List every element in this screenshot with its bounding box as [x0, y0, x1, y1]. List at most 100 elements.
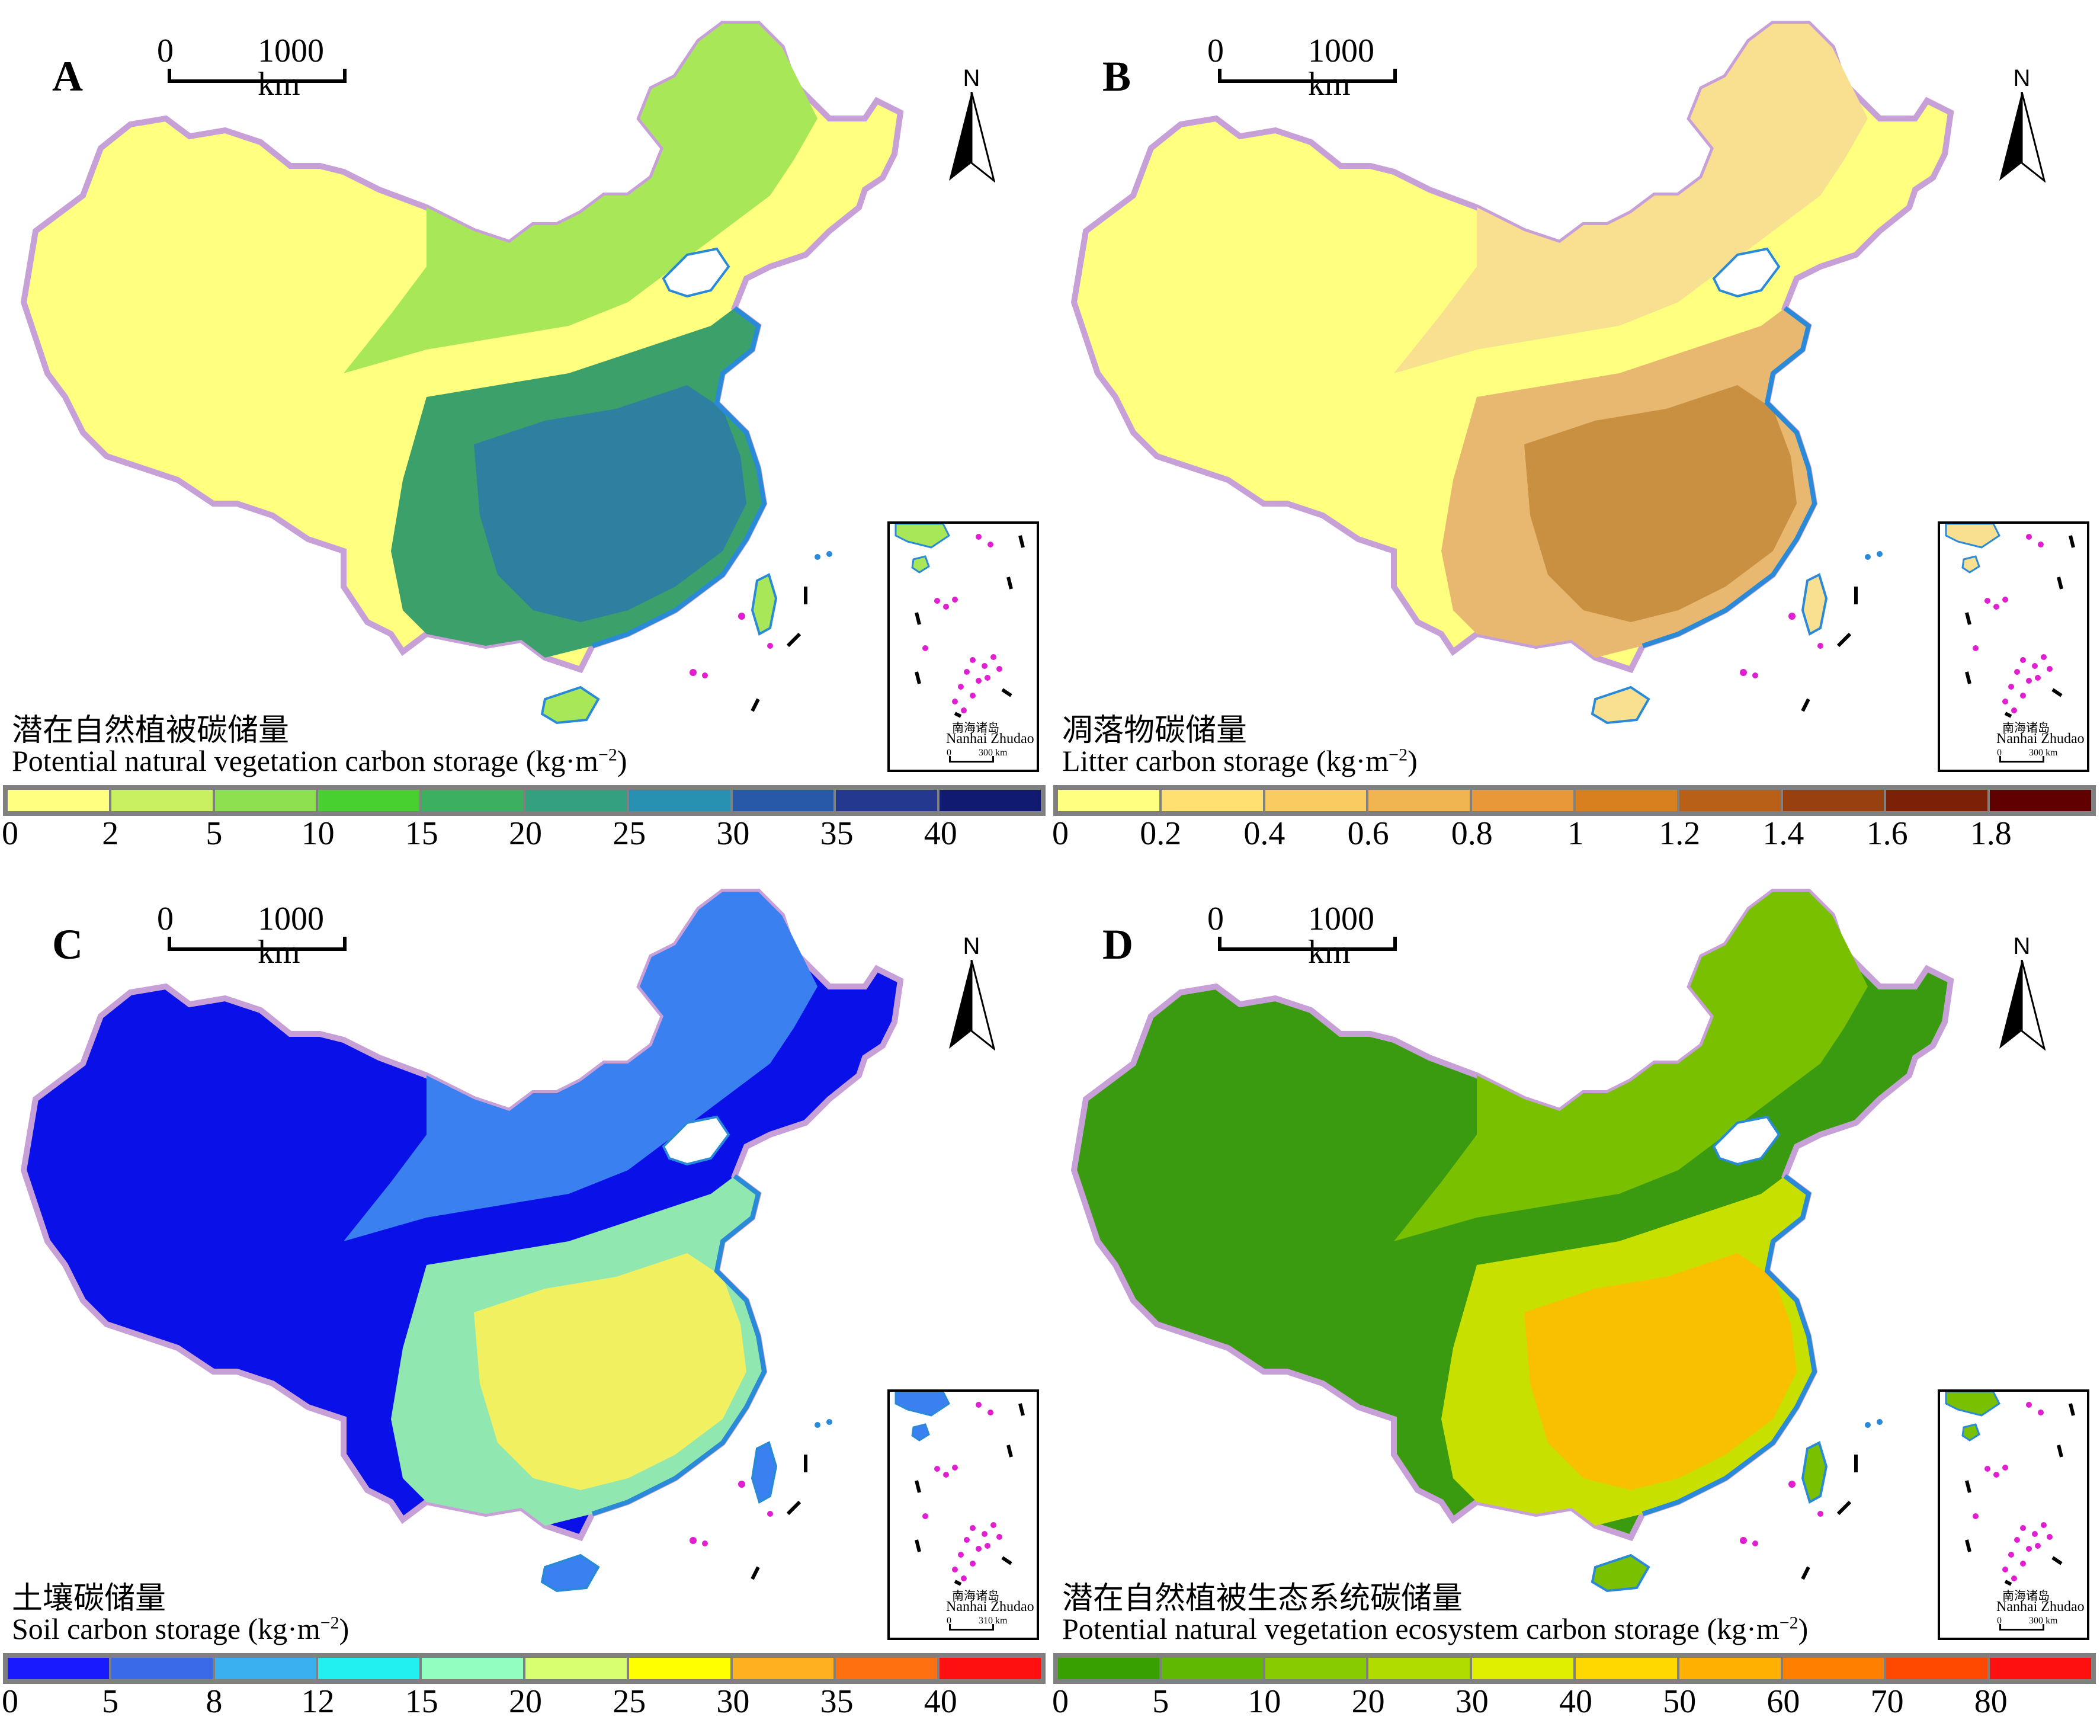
inset-islands	[894, 1392, 1025, 1586]
inset-scale-bar	[949, 756, 994, 763]
scale-bar: 0 1000 km	[157, 902, 352, 973]
legend-tick-label: 20	[509, 815, 542, 852]
diaoyu-islands	[1788, 1481, 1796, 1488]
nanhai-inset-map: 南海诸岛 Nanhai Zhudao 0 300 km	[1938, 1389, 2089, 1640]
inset-scale-label: 300 km	[979, 748, 1008, 758]
legend-swatch	[1575, 1658, 1677, 1679]
north-arrow-label: N	[963, 933, 980, 959]
legend-swatch	[836, 790, 938, 811]
legend-swatch	[1161, 1658, 1263, 1679]
legend-tick-label: 15	[405, 815, 438, 852]
legend-swatch	[1679, 790, 1781, 811]
map-panel-b: B 0 1000 km	[1050, 0, 2100, 868]
nanhai-inset-map: 南海诸岛 Nanhai Zhudao 0 310 km	[887, 1389, 1039, 1640]
legend-swatch	[1886, 1658, 1988, 1679]
legend-swatch	[1368, 1658, 1470, 1679]
caption-english: Potential natural vegetation ecosystem c…	[1062, 1612, 1808, 1646]
legend-tick-labels: 0 5 8 12 15 20 25 30 35 40	[2, 1683, 1041, 1720]
legend-tick-label: 40	[1559, 1683, 1592, 1720]
panel-letter: C	[52, 921, 83, 968]
scale-bar-zero: 0	[1207, 901, 1224, 937]
legend-swatch	[1058, 1658, 1159, 1679]
legend-swatch	[940, 1658, 1041, 1679]
inset-scale-bar	[1999, 756, 2044, 763]
china-map	[1062, 886, 1963, 1597]
inset-scale-bar	[949, 1624, 994, 1631]
inset-scale-label: 310 km	[979, 1616, 1008, 1626]
scale-bar-zero: 0	[157, 901, 174, 937]
inset-label-en: Nanhai Zhudao	[1996, 1599, 2085, 1615]
nanhai-inset-map: 南海诸岛 Nanhai Zhudao 0 300 km	[887, 521, 1039, 772]
coastline	[1641, 306, 1817, 648]
legend-tick-label: 8	[206, 1683, 223, 1720]
legend-tick-label: 1.4	[1762, 815, 1804, 852]
caption-english-text: Potential natural vegetation ecosystem c…	[1062, 1612, 1780, 1645]
legend-tick-label: 35	[820, 1683, 854, 1720]
north-arrow: N	[1998, 933, 2046, 1051]
legend-tick-label: 0.8	[1451, 815, 1493, 852]
legend-swatch	[1265, 790, 1367, 811]
legend-tick-label: 70	[1870, 1683, 1904, 1720]
legend-swatch	[525, 790, 627, 811]
inset-scale-zero: 0	[947, 1616, 951, 1626]
legend-tick-label: 0	[1052, 815, 1069, 852]
caption-english-sup: −2	[598, 745, 617, 765]
legend-swatch	[318, 1658, 420, 1679]
caption-chinese: 潜在自然植被生态系统碳储量	[1062, 1581, 1463, 1616]
hainan-island	[1591, 686, 1650, 725]
legend-color-bar	[1053, 1653, 2096, 1684]
region-central	[1394, 892, 1868, 1241]
north-arrow-label: N	[963, 65, 980, 91]
legend-color-bar	[3, 1653, 1046, 1684]
inset-label-cn: 南海诸岛	[952, 1588, 999, 1603]
caption-english-sup: −2	[320, 1613, 339, 1633]
legend-swatch	[1265, 1658, 1367, 1679]
region-central	[344, 24, 817, 373]
legend-tick-label: 60	[1766, 1683, 1800, 1720]
hainan-island	[540, 686, 600, 725]
inset-islands	[1945, 1392, 2075, 1586]
legend-tick-label: 0	[2, 1683, 18, 1720]
legend-tick-label: 5	[1152, 1683, 1169, 1720]
legend-tick-label: 40	[924, 1683, 957, 1720]
caption-english-close: )	[1408, 744, 1418, 777]
legend-color-bar	[3, 785, 1046, 816]
legend-swatch	[1679, 1658, 1781, 1679]
coastline	[591, 306, 767, 648]
legend-tick-label: 5	[206, 815, 223, 852]
legend-swatch	[422, 1658, 523, 1679]
scale-bar-label: 1000 km	[1308, 33, 1374, 103]
legend-tick-labels: 0 5 10 20 30 40 50 60 70 80	[1052, 1683, 2091, 1720]
caption-english: Litter carbon storage (kg·m−2)	[1062, 744, 1418, 778]
legend-tick-label: 1.2	[1659, 815, 1701, 852]
legend-swatch	[525, 1658, 627, 1679]
inset-label-cn: 南海诸岛	[2002, 1588, 2050, 1603]
diaoyu-islands	[1788, 613, 1796, 620]
legend-tick-label: 2	[102, 815, 119, 852]
legend-swatch	[629, 1658, 730, 1679]
map-panel-d: D 0 1000 km	[1050, 868, 2100, 1736]
inset-islands	[1945, 524, 2075, 718]
region-southeast	[1524, 1253, 1797, 1490]
caption-chinese: 土壤碳储量	[12, 1581, 166, 1616]
legend-tick-label: 30	[716, 1683, 750, 1720]
caption-chinese: 潜在自然植被碳储量	[12, 713, 290, 748]
legend-swatch	[940, 790, 1041, 811]
legend-tick-labels: 0 0.2 0.4 0.6 0.8 1 1.2 1.4 1.6 1.8	[1052, 815, 2091, 852]
legend-swatch	[318, 790, 420, 811]
region-southeast	[1524, 385, 1797, 622]
taiwan-island	[751, 1441, 778, 1504]
coastline	[1641, 1174, 1817, 1516]
legend-tick-label: 10	[1248, 1683, 1281, 1720]
legend-swatch	[422, 790, 523, 811]
legend-swatch	[1161, 790, 1263, 811]
legend-swatch	[1886, 790, 1988, 811]
scale-bar-label: 1000 km	[1308, 901, 1374, 971]
legend-tick-label: 12	[301, 1683, 335, 1720]
caption-english: Soil carbon storage (kg·m−2)	[12, 1612, 349, 1646]
caption-english: Potential natural vegetation carbon stor…	[12, 744, 627, 778]
legend-tick-labels: 0 2 5 10 15 20 25 30 35 40	[2, 815, 1041, 852]
legend-swatch	[1472, 790, 1573, 811]
region-southeast	[474, 385, 746, 622]
scale-bar: 0 1000 km	[1207, 34, 1403, 105]
